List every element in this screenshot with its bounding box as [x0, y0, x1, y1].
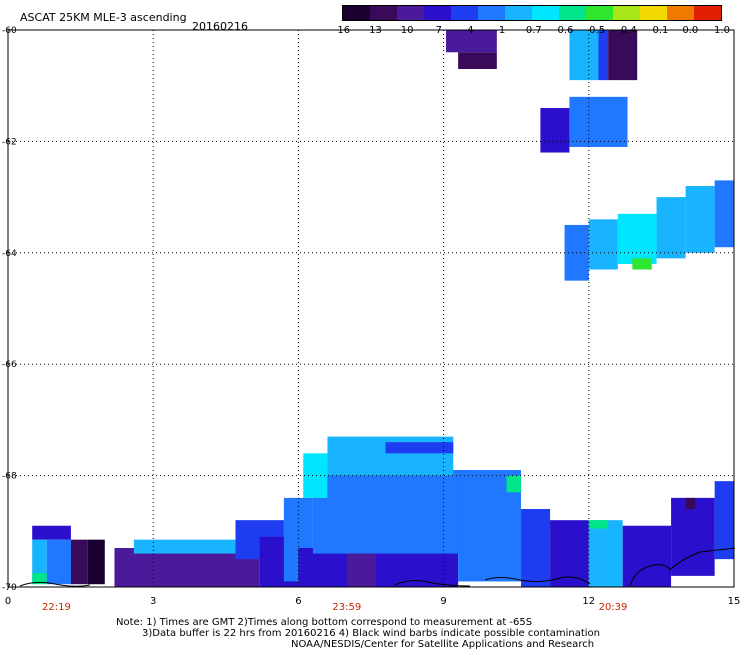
heatmap-cell [458, 52, 497, 69]
heatmap-cell [598, 30, 609, 81]
x-tick-label: 9 [440, 596, 446, 607]
heatmap-cell [312, 470, 468, 554]
chart-title: ASCAT 25KM MLE-3 ascending [20, 11, 187, 24]
heatmap-cell [506, 475, 522, 493]
heatmap-cell [540, 107, 570, 153]
y-tick-label: -60 [2, 26, 17, 36]
x-tick-label: 0 [5, 596, 11, 607]
colorbar-segment [451, 6, 478, 20]
heatmap-cell [346, 553, 376, 587]
colorbar-segment [478, 6, 505, 20]
heatmap-cell [32, 539, 47, 582]
colorbar-segment [505, 6, 532, 20]
heatmap-cell [32, 573, 47, 585]
heatmap-cell [588, 520, 609, 529]
time-label: 20:39 [599, 602, 628, 613]
plot-frame [7, 29, 735, 588]
heatmap-cell [70, 539, 88, 585]
heatmap-cell [569, 96, 628, 147]
colorbar-tick-label: -0.7 [522, 25, 542, 36]
heatmap-cell [46, 539, 71, 585]
heatmap-cell [569, 30, 599, 81]
x-tick-label: 3 [150, 596, 156, 607]
heatmap-cell [32, 525, 71, 540]
colorbar-tick-label: -4 [463, 25, 474, 36]
coastline [19, 547, 736, 587]
colorbar-segment [667, 6, 694, 20]
note-line-1: Note: 1) Times are GMT 2)Times along bot… [116, 617, 533, 628]
y-tick-label: -64 [2, 249, 17, 259]
colorbar-tick-label: -1 [495, 25, 506, 36]
colorbar-tick-label: -0.5 [585, 25, 606, 36]
heatmap-cell [521, 509, 551, 587]
heatmap-cell [114, 548, 260, 587]
heatmap-cell [617, 213, 657, 264]
heatmap-cell [632, 258, 652, 270]
colorbar-segment [397, 6, 424, 20]
colorbar [342, 5, 722, 21]
time-labels: 22:19 23:59 20:39 [42, 602, 627, 613]
colorbar-tick-label: -7 [432, 25, 442, 36]
heatmap-cell [87, 539, 105, 585]
heatmap-cell [303, 453, 328, 498]
y-tick-label: -68 [2, 472, 17, 482]
colorbar-segment [370, 6, 397, 20]
colorbar-segment [532, 6, 559, 20]
chart-date: 20160216 [192, 20, 248, 33]
note-line-3: NOAA/NESDIS/Center for Satellite Applica… [291, 639, 595, 650]
note-line-2: 3)Data buffer is 22 hrs from 20160216 4)… [142, 628, 600, 639]
time-label: 22:19 [42, 602, 71, 613]
colorbar-segment [424, 6, 451, 20]
heatmap-cells [32, 30, 734, 587]
heatmap-cell [133, 539, 236, 554]
colorbar-segment [559, 6, 586, 20]
colorbar-tick-label: -13 [365, 25, 382, 36]
colorbar-segment [343, 6, 370, 20]
grid-lines [8, 30, 734, 587]
colorbar-tick-label: -16 [333, 25, 351, 36]
colorbar-tick-label: 1.0 [714, 25, 730, 36]
colorbar-tick-label: -0.4 [617, 25, 637, 36]
x-tick-label: 12 [582, 596, 595, 607]
x-tick-label: 15 [728, 596, 740, 607]
time-label: 23:59 [332, 602, 361, 613]
y-tick-label: -66 [2, 360, 17, 370]
heatmap-cell [714, 481, 734, 560]
y-axis: -60 -62 -64 -66 -68 -70 [2, 26, 17, 593]
colorbar-tick-label: 0.0 [682, 25, 699, 36]
colorbar-tick-label: -0.6 [553, 25, 574, 36]
colorbar-tick-label: -0.1 [648, 25, 669, 36]
heatmap-cell [685, 497, 696, 510]
y-tick-label: -62 [2, 137, 17, 147]
colorbar-segment [694, 6, 721, 20]
heatmap-cell [298, 548, 459, 587]
heatmap-cell [550, 520, 589, 587]
heatmap-cell [685, 185, 715, 253]
colorbar-segment [586, 6, 613, 20]
colorbar-segment [640, 6, 667, 20]
heatmap-cell [446, 30, 497, 53]
heatmap-cell [385, 442, 454, 454]
heatmap-cell [608, 30, 638, 81]
x-tick-label: 6 [295, 596, 301, 607]
heatmap-cell [622, 525, 672, 587]
colorbar-segment [613, 6, 640, 20]
heatmap-cell [656, 197, 686, 259]
y-tick-label: -70 [2, 583, 17, 593]
heatmap-cell [588, 219, 618, 270]
heatmap-cell [714, 180, 734, 248]
colorbar-tick-label: -10 [397, 25, 414, 36]
heatmap-cell [588, 520, 623, 587]
x-axis: 0 3 6 9 12 15 [5, 596, 740, 607]
